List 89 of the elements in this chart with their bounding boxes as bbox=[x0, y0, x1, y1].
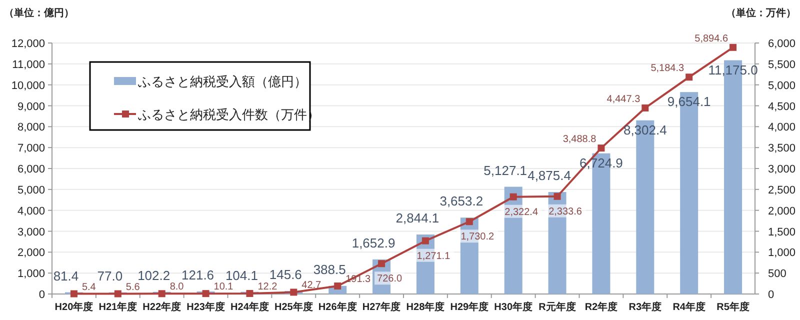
x-tick-label: R4年度 bbox=[672, 301, 706, 313]
data-label: 5,127.1 bbox=[484, 162, 528, 178]
y-tick-label: 10,000 bbox=[11, 80, 45, 92]
x-tick-label: H27年度 bbox=[362, 301, 401, 313]
data-label: 1,730.2 bbox=[460, 232, 495, 243]
x-tick-label: R5年度 bbox=[716, 301, 750, 313]
point bbox=[466, 218, 473, 226]
y-tick-label: 2,000 bbox=[17, 247, 45, 260]
point bbox=[730, 44, 737, 51]
y2-tick-label: 5,500 bbox=[768, 58, 796, 71]
point bbox=[598, 144, 605, 152]
legend-label: ふるさと納税受入件数（万件） bbox=[137, 107, 320, 122]
y-tick-label: 3,000 bbox=[17, 226, 45, 238]
y2-tick-label: 4,500 bbox=[768, 100, 796, 113]
y-tick-label: 7,000 bbox=[17, 142, 45, 155]
data-label: 42.7 bbox=[302, 280, 322, 292]
data-label: 12.2 bbox=[258, 281, 278, 292]
data-label: 2,333.6 bbox=[548, 206, 582, 218]
data-label: 10.1 bbox=[214, 282, 234, 293]
point bbox=[554, 192, 561, 200]
point bbox=[70, 290, 78, 298]
y-tick-label: 11,000 bbox=[12, 58, 45, 71]
data-label: 8.0 bbox=[170, 282, 184, 293]
data-label: 2,844.1 bbox=[396, 210, 440, 226]
data-label: 81.4 bbox=[53, 268, 79, 284]
data-label: 5,894.6 bbox=[694, 33, 728, 44]
y-tick-label: 12,000 bbox=[11, 38, 45, 50]
data-label: 3,653.2 bbox=[440, 194, 484, 209]
y2-tick-label: 2,000 bbox=[768, 205, 796, 218]
data-label: 2,322.4 bbox=[504, 206, 538, 218]
y-tick-label: 6,000 bbox=[17, 164, 45, 176]
x-tick-label: H26年度 bbox=[318, 301, 357, 313]
x-tick-label: R2年度 bbox=[584, 301, 618, 313]
x-tick-label: H21年度 bbox=[98, 301, 138, 313]
x-tick-label: H30年度 bbox=[494, 301, 533, 313]
data-label: 1,271.1 bbox=[416, 250, 451, 262]
y2-tick-label: 3,500 bbox=[768, 142, 796, 155]
y-tick-label: 8,000 bbox=[17, 122, 45, 134]
point bbox=[422, 237, 429, 244]
x-tick-label: H28年度 bbox=[406, 301, 445, 313]
legend-label: ふるさと納税受入額（億円） bbox=[137, 74, 307, 89]
x-tick-label: H29年度 bbox=[450, 301, 489, 313]
point bbox=[246, 290, 254, 297]
data-label: 4,447.3 bbox=[606, 94, 641, 105]
y-tick-label: 0 bbox=[38, 289, 45, 301]
data-label: 121.6 bbox=[182, 267, 214, 282]
data-label: 726.0 bbox=[377, 274, 402, 285]
data-label: 5,184.3 bbox=[650, 63, 685, 74]
y-tick-label: 4,000 bbox=[17, 205, 45, 218]
y-tick-label: 1,000 bbox=[17, 268, 45, 280]
y-tick-label: 9,000 bbox=[17, 100, 45, 113]
point bbox=[378, 260, 386, 268]
y2-tick-label: 5,000 bbox=[768, 80, 796, 92]
y2-tick-label: 4,000 bbox=[768, 122, 796, 134]
data-label: 4,875.4 bbox=[528, 168, 571, 184]
y-tick-label: 5,000 bbox=[17, 184, 45, 196]
y2-tick-label: 3,000 bbox=[768, 164, 796, 176]
y2-axis-title: （単位：万件） bbox=[726, 7, 796, 19]
point bbox=[510, 193, 517, 200]
data-label: 5.6 bbox=[126, 282, 140, 293]
point bbox=[202, 290, 210, 298]
data-label: 104.1 bbox=[225, 268, 258, 283]
point bbox=[334, 282, 342, 290]
y2-tick-label: 1,500 bbox=[768, 226, 796, 238]
data-label: 1,652.9 bbox=[352, 235, 396, 250]
point bbox=[686, 74, 693, 81]
data-label: 102.2 bbox=[138, 268, 170, 283]
x-tick-label: H25年度 bbox=[274, 301, 313, 313]
y2-tick-label: 0 bbox=[768, 289, 774, 301]
x-tick-label: H20年度 bbox=[54, 301, 94, 313]
x-tick-label: R3年度 bbox=[628, 301, 662, 313]
data-label: 5.4 bbox=[82, 282, 96, 293]
x-tick-label: H24年度 bbox=[230, 301, 269, 313]
x-tick-label: R元年度 bbox=[538, 301, 576, 313]
x-tick-label: H23年度 bbox=[186, 301, 225, 313]
y2-tick-label: 500 bbox=[768, 268, 786, 280]
y2-tick-label: 1,000 bbox=[768, 247, 796, 260]
point bbox=[158, 290, 166, 298]
y2-tick-label: 2,500 bbox=[768, 184, 796, 196]
data-label: 77.0 bbox=[97, 268, 123, 284]
data-label: 3,488.8 bbox=[562, 134, 597, 146]
y2-tick-label: 6,000 bbox=[768, 38, 796, 50]
data-label: 145.6 bbox=[269, 266, 302, 282]
x-tick-label: H22年度 bbox=[142, 301, 182, 313]
y-axis-title: （単位：億円） bbox=[4, 7, 74, 19]
point bbox=[642, 104, 649, 112]
data-label: 388.5 bbox=[313, 262, 346, 277]
point bbox=[290, 288, 298, 296]
point bbox=[114, 290, 122, 298]
